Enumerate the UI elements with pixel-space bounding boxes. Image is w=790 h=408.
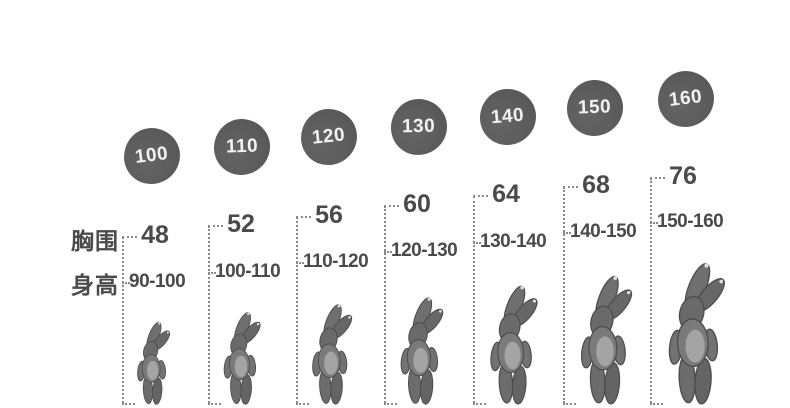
guide-tick-bottom: [473, 403, 486, 405]
chest-value: 48: [141, 221, 169, 249]
guide-tick-bottom: [650, 403, 663, 405]
height-range-value: 110-120: [303, 251, 369, 272]
guide-tick-bottom: [208, 403, 221, 405]
size-badge-value: 150: [578, 96, 612, 119]
size-badge: 150: [566, 79, 624, 137]
chest-axis-label: 胸围: [71, 228, 119, 254]
size-badge: 160: [656, 69, 716, 129]
guide-tick-bottom: [384, 403, 397, 405]
height-range-value: 130-140: [480, 231, 547, 252]
guide-tick-top: [384, 205, 399, 207]
size-badge-value: 140: [490, 104, 526, 129]
bunny-figure: [660, 260, 733, 405]
chest-value: 68: [582, 171, 610, 199]
guide-tick-top: [122, 236, 137, 238]
chest-value: 56: [315, 201, 343, 229]
height-guide-line: [122, 237, 124, 403]
guide-tick-mid: [208, 272, 216, 274]
bunny-figure: [218, 310, 266, 405]
size-badge-value: 100: [134, 143, 170, 168]
height-range-value: 140-150: [570, 221, 637, 242]
size-badge: 140: [479, 88, 537, 146]
size-badge-value: 110: [225, 135, 259, 158]
size-badge-value: 160: [668, 86, 704, 111]
guide-tick-bottom: [563, 403, 576, 405]
bunny-figure: [483, 283, 544, 405]
chest-value: 52: [227, 210, 255, 238]
height-range-value: 90-100: [129, 271, 186, 292]
height-guide-line: [296, 217, 298, 403]
height-range-value: 150-160: [657, 211, 724, 232]
height-range-value: 120-130: [391, 240, 458, 261]
height-guide-line: [650, 178, 652, 403]
guide-tick-mid: [296, 262, 304, 264]
height-guide-line: [563, 187, 565, 403]
size-badge-value: 130: [402, 115, 436, 138]
height-guide-line: [384, 206, 386, 403]
chest-value: 64: [492, 180, 520, 208]
guide-tick-mid: [384, 251, 392, 253]
guide-tick-top: [473, 195, 488, 197]
height-guide-line: [208, 226, 210, 403]
chest-value: 76: [669, 162, 697, 190]
guide-tick-top: [650, 177, 665, 179]
bunny-figure: [573, 273, 639, 405]
guide-tick-top: [563, 186, 578, 188]
height-guide-line: [473, 196, 475, 403]
bunny-figure: [394, 295, 449, 405]
guide-tick-top: [208, 225, 223, 227]
chest-value: 60: [403, 190, 431, 218]
size-badge: 100: [122, 126, 182, 186]
bunny-figure: [132, 320, 175, 405]
height-range-value: 100-110: [215, 261, 281, 282]
guide-tick-bottom: [122, 403, 135, 405]
size-badge-value: 120: [311, 124, 347, 149]
height-axis-label: 身高: [71, 272, 119, 298]
guide-tick-bottom: [296, 403, 309, 405]
guide-tick-mid: [650, 222, 658, 224]
guide-tick-top: [296, 216, 311, 218]
guide-tick-mid: [473, 242, 481, 244]
bunny-figure: [306, 302, 358, 405]
size-badge: 130: [389, 97, 449, 157]
size-badge: 120: [300, 108, 358, 166]
guide-tick-mid: [563, 232, 571, 234]
guide-tick-mid: [122, 282, 130, 284]
size-badge: 110: [213, 118, 271, 176]
